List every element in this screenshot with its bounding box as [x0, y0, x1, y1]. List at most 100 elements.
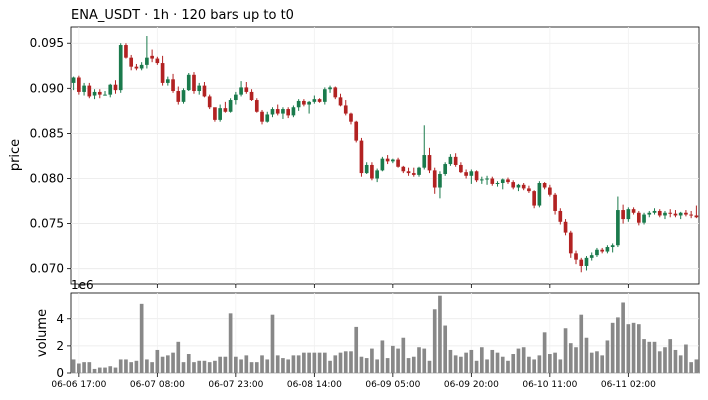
- volume-bar: [124, 359, 128, 373]
- candle-body: [600, 249, 605, 252]
- volume-bar: [464, 352, 468, 373]
- x-tick-label: 06-10 11:00: [522, 380, 577, 390]
- volume-bar: [568, 343, 573, 373]
- candle-body: [391, 159, 395, 162]
- volume-bar: [322, 352, 327, 373]
- candle-body: [485, 178, 489, 180]
- volume-bar: [469, 349, 474, 373]
- volume-bar: [213, 360, 217, 373]
- volume-offset-label: 1e6: [71, 278, 94, 292]
- candle-body: [401, 166, 406, 172]
- candle-body: [595, 249, 599, 256]
- candle-body: [322, 89, 327, 102]
- volume-bar: [500, 356, 505, 373]
- candle-body: [213, 107, 217, 120]
- volume-bar: [223, 356, 228, 373]
- candle-body: [333, 87, 338, 98]
- candle-body: [553, 194, 557, 211]
- volume-bar: [375, 359, 379, 373]
- volume-bar: [338, 352, 343, 373]
- candle-body: [234, 94, 238, 101]
- volume-bar: [317, 352, 322, 373]
- candle-body: [558, 210, 563, 222]
- candle-body: [139, 64, 144, 69]
- volume-bar: [663, 347, 667, 373]
- candle-body: [490, 178, 495, 184]
- candle-body: [145, 57, 149, 65]
- volume-bar: [396, 348, 400, 373]
- volume-bar: [636, 324, 641, 373]
- candle-body: [103, 94, 107, 96]
- volume-plot-frame: [70, 292, 700, 374]
- volume-bars: [71, 295, 699, 373]
- volume-bar: [595, 351, 599, 373]
- candle-body: [150, 55, 154, 59]
- candle-body: [160, 63, 165, 83]
- volume-bar: [333, 355, 338, 373]
- candle-body: [370, 164, 374, 179]
- volume-bar: [160, 356, 165, 373]
- candle-body: [286, 109, 291, 116]
- candle-body: [689, 214, 693, 216]
- volume-bar: [668, 339, 673, 373]
- volume-bar: [364, 358, 369, 373]
- x-axis: 06-06 17:00 06-07 08:00 06-07 23:00 06-08 1…: [51, 284, 656, 390]
- candle-body: [479, 179, 484, 181]
- candle-body: [516, 184, 521, 188]
- candle-body: [506, 179, 510, 183]
- candle-body: [678, 212, 683, 216]
- volume-bar: [296, 355, 301, 373]
- volume-bar: [349, 351, 353, 373]
- volume-bar: [197, 360, 202, 373]
- volume-bar: [176, 341, 181, 373]
- volume-bar: [673, 349, 678, 373]
- volume-bar: [453, 355, 458, 373]
- candle-body: [605, 247, 610, 252]
- candle-body: [82, 85, 86, 92]
- volume-bar: [265, 359, 270, 373]
- volume-bar: [411, 356, 416, 373]
- volume-bar: [516, 348, 521, 373]
- candle-body: [474, 171, 479, 181]
- candle-body: [218, 108, 222, 120]
- volume-bar: [438, 295, 442, 373]
- x-tick-label: 06-11 02:00: [601, 380, 656, 390]
- volume-bar: [228, 313, 233, 373]
- candle-body: [469, 171, 474, 176]
- candle-body: [307, 101, 311, 105]
- volume-bar: [234, 356, 238, 373]
- volume-bar: [610, 322, 615, 373]
- candle-body: [563, 221, 568, 233]
- volume-y-axis: 0 2 4: [56, 312, 71, 380]
- price-tick-label: 0.095: [30, 36, 64, 50]
- candle-body: [186, 74, 191, 91]
- volume-bar: [192, 362, 196, 373]
- volume-bar: [291, 355, 296, 373]
- volume-bar: [71, 359, 76, 373]
- volume-bar: [542, 332, 547, 373]
- volume-bar: [202, 360, 207, 373]
- candle-body: [574, 253, 578, 260]
- candle-body: [223, 108, 228, 112]
- candle-body: [317, 99, 322, 102]
- volume-bar: [97, 367, 102, 373]
- candle-body: [427, 155, 432, 171]
- volume-bar: [307, 352, 311, 373]
- volume-bar: [370, 348, 374, 373]
- x-tick-label: 06-06 17:00: [51, 380, 106, 390]
- candle-body: [459, 164, 463, 173]
- x-tick-label: 06-09 05:00: [365, 380, 420, 390]
- candle-body: [411, 173, 416, 175]
- candle-body: [176, 91, 181, 102]
- candle-body: [181, 90, 186, 102]
- candle-body: [118, 45, 123, 91]
- candle-body: [249, 91, 254, 101]
- candle-body: [124, 45, 128, 58]
- volume-bar: [605, 340, 610, 373]
- volume-bar: [207, 362, 212, 373]
- volume-bar: [281, 358, 285, 373]
- volume-bar: [401, 337, 406, 373]
- candle-body: [684, 212, 688, 215]
- candle-body: [165, 79, 170, 83]
- volume-bar: [260, 355, 264, 373]
